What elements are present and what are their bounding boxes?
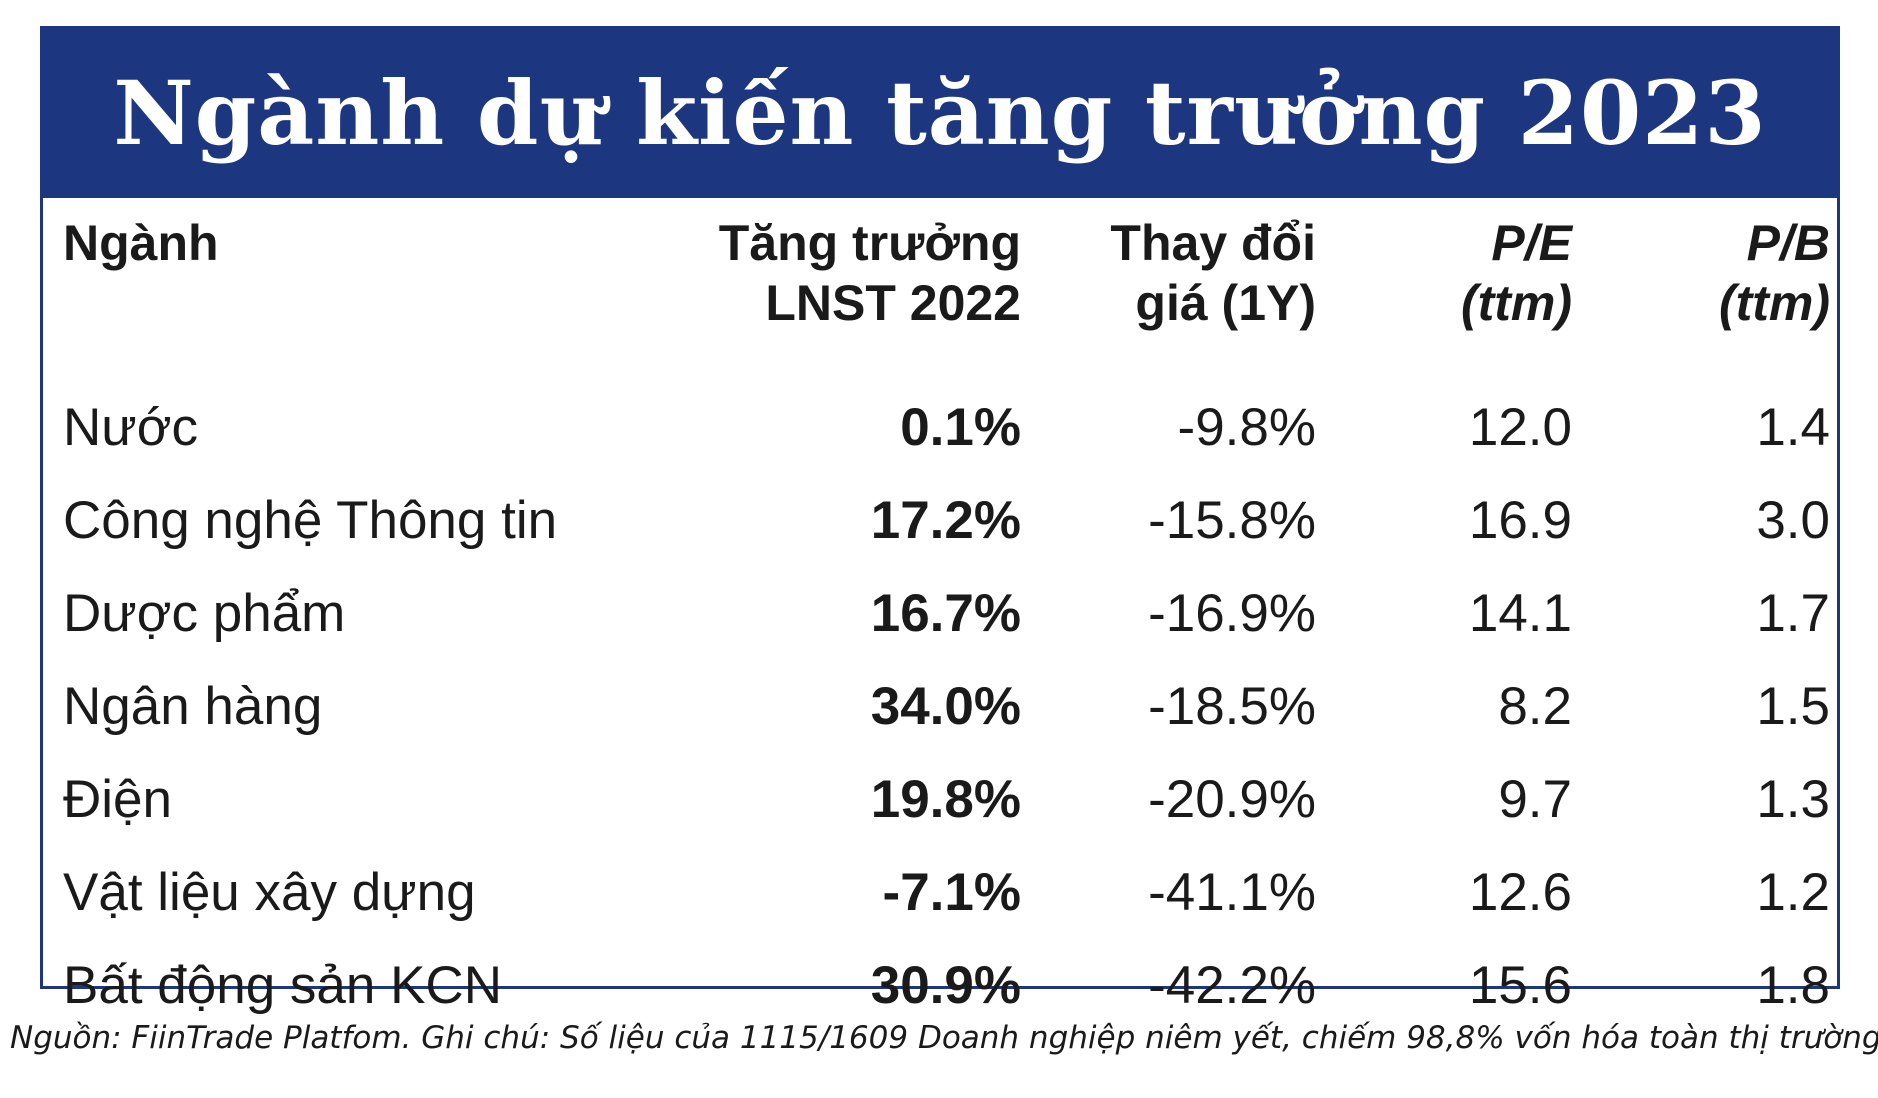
cell-pe: 16.9 — [1316, 474, 1572, 567]
header-price-line1: Thay đổi — [1110, 215, 1316, 271]
header-price-change: Thay đổi giá (1Y) — [1021, 213, 1316, 381]
table-row: Vật liệu xây dựng -7.1% -41.1% 12.6 1.2 — [63, 846, 1830, 939]
header-pb-line2: (ttm) — [1718, 275, 1830, 331]
table-panel: Ngành dự kiến tăng trưởng 2023 Ngành Tăn… — [40, 26, 1840, 1015]
table-row: Bất động sản KCN 30.9% -42.2% 15.6 1.8 — [63, 939, 1830, 1032]
cell-pe: 12.6 — [1316, 846, 1572, 939]
cell-pb: 1.2 — [1572, 846, 1830, 939]
cell-price-change: -41.1% — [1148, 863, 1316, 922]
header-growth-line2: LNST 2022 — [765, 275, 1021, 331]
cell-price-change: -18.5% — [1148, 677, 1316, 736]
table-row: Điện 19.8% -20.9% 9.7 1.3 — [63, 753, 1830, 846]
cell-pb: 1.3 — [1572, 753, 1830, 846]
header-growth-line1: Tăng trưởng — [718, 215, 1021, 271]
cell-price-change: -16.9% — [1148, 584, 1316, 643]
cell-price-change: -42.2% — [1148, 956, 1316, 1015]
header-pe-line1: P/E — [1491, 215, 1572, 271]
header-row: Ngành Tăng trưởng LNST 2022 Thay đổi giá… — [63, 213, 1830, 381]
cell-pb-value: 1.5 — [1756, 677, 1830, 736]
cell-sector: Vật liệu xây dựng — [63, 863, 476, 922]
cell-price-change: -20.9% — [1148, 770, 1316, 829]
cell-growth: 0.1% — [900, 398, 1021, 457]
cell-price-change: -15.8% — [1148, 491, 1316, 550]
cell-pe: 12.0 — [1316, 381, 1572, 474]
header-sector: Ngành — [63, 213, 683, 381]
cell-pb-value: 1.3 — [1756, 770, 1830, 829]
cell-pb: 1.7 — [1572, 567, 1830, 660]
table-body: Nước 0.1% -9.8% 12.0 1.4 Công nghệ Thông tin 1… — [63, 381, 1830, 1032]
header-pb: P/B (ttm) — [1572, 213, 1830, 381]
cell-pe-value: 12.6 — [1468, 863, 1572, 922]
header-sector-label: Ngành — [63, 215, 219, 271]
cell-pe-value: 15.6 — [1468, 956, 1572, 1015]
cell-pb-value: 1.7 — [1756, 584, 1830, 643]
table-row: Nước 0.1% -9.8% 12.0 1.4 — [63, 381, 1830, 474]
table-row: Ngân hàng 34.0% -18.5% 8.2 1.5 — [63, 660, 1830, 753]
cell-sector: Nước — [63, 398, 199, 457]
cell-pe: 8.2 — [1316, 660, 1572, 753]
cell-pe: 14.1 — [1316, 567, 1572, 660]
cell-pb-value: 1.4 — [1756, 398, 1830, 457]
cell-pe-value: 8.2 — [1498, 677, 1572, 736]
cell-pe: 9.7 — [1316, 753, 1572, 846]
cell-sector: Điện — [63, 770, 173, 829]
header-pe: P/E (ttm) — [1316, 213, 1572, 381]
cell-pe-value: 9.7 — [1498, 770, 1572, 829]
cell-pb: 1.4 — [1572, 381, 1830, 474]
cell-pe-value: 12.0 — [1468, 398, 1572, 457]
header-pe-line2: (ttm) — [1460, 275, 1572, 331]
cell-pb: 1.8 — [1572, 939, 1830, 1032]
cell-pb: 1.5 — [1572, 660, 1830, 753]
cell-pe-value: 14.1 — [1468, 584, 1572, 643]
cell-pb: 3.0 — [1572, 474, 1830, 567]
cell-growth: 34.0% — [870, 677, 1021, 736]
chart-title: Ngành dự kiến tăng trưởng 2023 — [43, 29, 1837, 198]
cell-sector: Bất động sản KCN — [63, 956, 502, 1015]
table-row: Dược phẩm 16.7% -16.9% 14.1 1.7 — [63, 567, 1830, 660]
cell-sector: Dược phẩm — [63, 584, 346, 643]
cell-growth: 16.7% — [870, 584, 1021, 643]
cell-pe: 15.6 — [1316, 939, 1572, 1032]
source-note: Nguồn: FiinTrade Platfom. Ghi chú: Số li… — [10, 1020, 1878, 1056]
cell-pb-value: 1.8 — [1756, 956, 1830, 1015]
cell-growth: -7.1% — [882, 863, 1021, 922]
cell-sector: Ngân hàng — [63, 677, 323, 736]
cell-pb-value: 3.0 — [1756, 491, 1830, 550]
table-row: Công nghệ Thông tin 17.2% -15.8% 16.9 3.0 — [63, 474, 1830, 567]
cell-growth: 19.8% — [870, 770, 1021, 829]
cell-growth: 30.9% — [870, 956, 1021, 1015]
cell-sector: Công nghệ Thông tin — [63, 491, 558, 550]
header-growth: Tăng trưởng LNST 2022 — [683, 213, 1021, 381]
data-table: Ngành Tăng trưởng LNST 2022 Thay đổi giá… — [63, 213, 1830, 1032]
header-price-line2: giá (1Y) — [1135, 275, 1316, 331]
cell-growth: 17.2% — [870, 491, 1021, 550]
header-pb-line1: P/B — [1746, 215, 1830, 271]
cell-price-change: -9.8% — [1177, 398, 1316, 457]
cell-pb-value: 1.2 — [1756, 863, 1830, 922]
cell-pe-value: 16.9 — [1468, 491, 1572, 550]
